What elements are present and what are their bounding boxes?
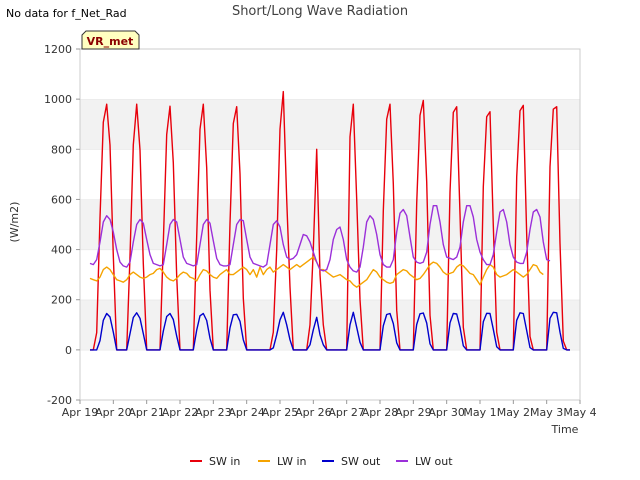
x-tick-label: Apr 30 (428, 406, 465, 419)
grid-band (80, 349, 580, 400)
y-tick-label: 800 (51, 143, 72, 156)
y-tick-label: -200 (47, 394, 72, 407)
legend-label-sw-out: SW out (341, 455, 381, 468)
y-tick-label: 1000 (44, 93, 72, 106)
x-tick-label: May 1 (463, 406, 496, 419)
grid-bands (80, 48, 580, 400)
x-tick-label: Apr 20 (95, 406, 132, 419)
series-line-sw-out (90, 311, 570, 351)
station-badge: VR_met (81, 30, 140, 50)
x-axis-title: Time (551, 423, 579, 436)
x-tick-label: Apr 29 (395, 406, 432, 419)
x-tick-label: Apr 26 (295, 406, 332, 419)
plot-frame (79, 48, 581, 401)
grid-band (80, 149, 580, 200)
grid-band (80, 99, 580, 150)
x-tick-label: Apr 19 (62, 406, 99, 419)
x-tick-label: Apr 27 (328, 406, 365, 419)
legend-label-sw-in: SW in (209, 455, 240, 468)
chart-title: Short/Long Wave Radiation (232, 4, 408, 19)
x-tick-label: Apr 22 (162, 406, 199, 419)
y-axis-title: (W/m2) (8, 202, 21, 243)
legend-label-lw-in: LW in (277, 455, 307, 468)
grid-band (80, 299, 580, 350)
y-axis: -200 0 200 400 600 800 1000 1200 (44, 43, 80, 407)
series-line-lw-out (89, 204, 551, 273)
series-lines (89, 90, 570, 351)
legend-label-lw-out: LW out (415, 455, 453, 468)
grid-band (80, 49, 580, 100)
x-tick-label: Apr 21 (128, 406, 165, 419)
x-tick-label: Apr 28 (362, 406, 399, 419)
x-tick-label: May 4 (563, 406, 596, 419)
y-tick-label: 600 (51, 193, 72, 206)
x-tick-label: Apr 23 (195, 406, 232, 419)
y-tick-label: 0 (65, 344, 72, 357)
badge-label: VR_met (87, 35, 134, 48)
y-tick-label: 1200 (44, 43, 72, 56)
y-tick-label: 400 (51, 244, 72, 257)
x-tick-label: May 2 (497, 406, 530, 419)
legend: SW in LW in SW out LW out (190, 455, 453, 468)
x-tick-label: Apr 24 (228, 406, 265, 419)
y-tick-label: 200 (51, 294, 72, 307)
x-tick-label: Apr 25 (262, 406, 299, 419)
grid-band (80, 199, 580, 250)
x-tick-label: May 3 (530, 406, 563, 419)
no-data-note: No data for f_Net_Rad (6, 7, 127, 20)
